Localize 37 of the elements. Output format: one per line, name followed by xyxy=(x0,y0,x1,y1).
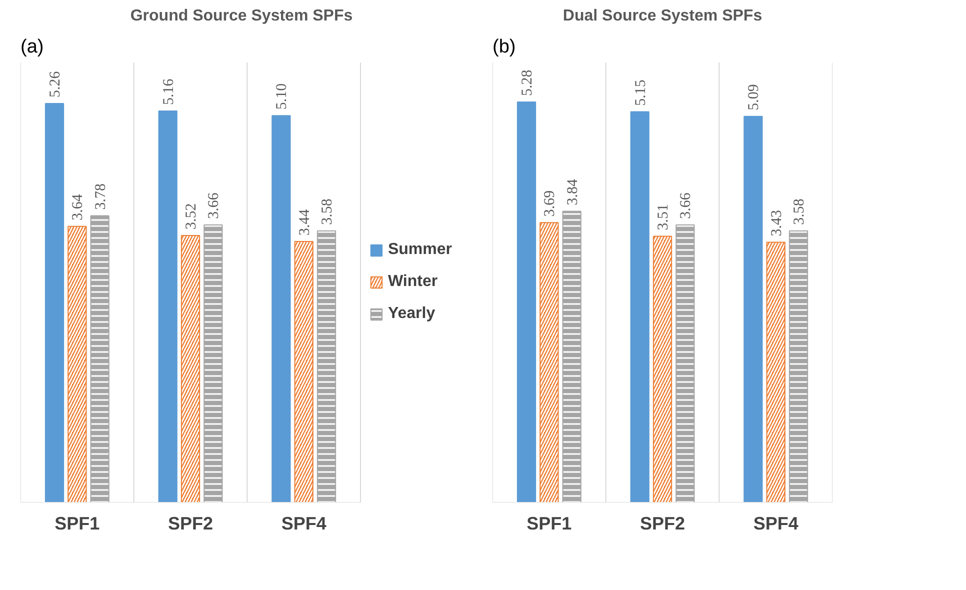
x-tick-label: SPF4 xyxy=(753,514,798,534)
data-label: 3.66 xyxy=(206,192,222,219)
legend-label: Summer xyxy=(388,241,452,259)
chart-title: Ground Source System SPFs xyxy=(130,8,353,24)
legend-label: Yearly xyxy=(388,305,436,323)
data-label: 5.15 xyxy=(632,80,649,106)
data-label: 3.69 xyxy=(542,190,558,217)
data-label: 3.66 xyxy=(678,192,694,219)
data-label: 3.44 xyxy=(296,208,313,236)
text: (b) xyxy=(492,36,516,58)
data-label: 3.58 xyxy=(792,198,808,225)
bar xyxy=(44,102,64,502)
bar xyxy=(744,116,763,502)
data-label: 3.58 xyxy=(320,198,336,225)
x-tick-label: SPF4 xyxy=(281,514,326,534)
data-label: 3.64 xyxy=(70,194,86,220)
bar xyxy=(158,110,178,502)
x-tick-label: SPF1 xyxy=(526,514,572,534)
legend-label: Winter xyxy=(388,273,438,291)
data-label: 3.52 xyxy=(184,203,200,230)
bar xyxy=(516,101,536,502)
data-label: 3.84 xyxy=(564,178,581,206)
data-label: 5.28 xyxy=(520,70,536,96)
data-label: 3.51 xyxy=(656,204,672,230)
data-label: 5.10 xyxy=(274,83,290,110)
data-label: 5.26 xyxy=(48,70,64,98)
data-label: 3.43 xyxy=(768,210,785,236)
data-label: 3.78 xyxy=(92,183,109,210)
bar xyxy=(272,115,291,502)
x-tick-label: SPF2 xyxy=(640,514,686,534)
chart-title: Dual Source System SPFs xyxy=(562,8,762,24)
text: (a) xyxy=(20,36,44,58)
x-tick-label: SPF2 xyxy=(168,514,214,534)
data-label: 5.16 xyxy=(160,78,177,106)
bar xyxy=(630,111,650,502)
data-label: 5.09 xyxy=(746,84,762,110)
x-tick-label: SPF1 xyxy=(54,514,100,534)
